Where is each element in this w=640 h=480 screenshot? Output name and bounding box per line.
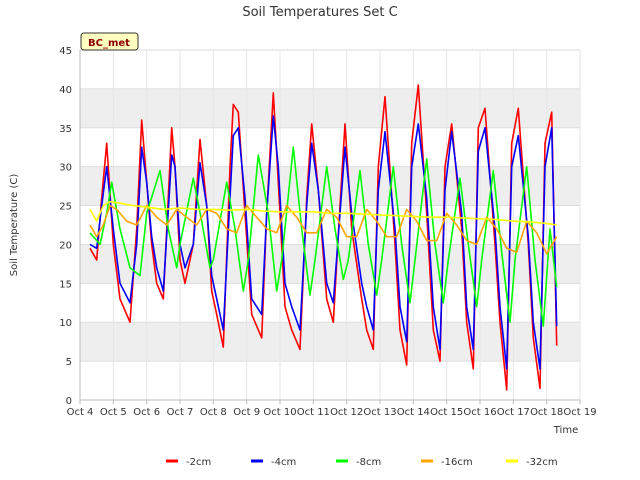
x-tick-label: Oct 5 bbox=[100, 407, 127, 418]
x-tick-label: Oct 14 bbox=[397, 407, 430, 418]
legend-label: -8cm bbox=[356, 457, 381, 468]
legend: -2cm -4cm -8cm -16cm -32cm bbox=[166, 457, 558, 468]
grid-band bbox=[80, 322, 580, 362]
x-tick-label: Oct 4 bbox=[67, 407, 94, 418]
series-line-4cmcm bbox=[89, 115, 558, 370]
station-badge-box bbox=[80, 32, 139, 51]
x-tick-label: Oct 9 bbox=[233, 407, 260, 418]
x-tick-label: Oct 8 bbox=[200, 407, 227, 418]
x-tick-label: Oct 12 bbox=[330, 407, 363, 418]
x-tick-label: Oct 6 bbox=[133, 407, 160, 418]
x-tick-label: Oct 10 bbox=[263, 407, 296, 418]
legend-label: -2cm bbox=[186, 457, 211, 468]
y-tick-label: 10 bbox=[59, 318, 72, 329]
x-axis-label: Time bbox=[553, 425, 578, 436]
chart-title: Soil Temperatures Set C bbox=[242, 5, 397, 20]
grid-band bbox=[80, 88, 580, 128]
legend-label: -32cm bbox=[526, 457, 558, 468]
x-tick-label: Oct 11 bbox=[297, 407, 330, 418]
x-tick-label: Oct 15 bbox=[430, 407, 463, 418]
y-tick-label: 5 bbox=[66, 357, 72, 368]
legend-label: -4cm bbox=[271, 457, 296, 468]
y-tick-label: 20 bbox=[59, 240, 72, 251]
x-tick-label: Oct 7 bbox=[167, 407, 194, 418]
y-tick-label: 35 bbox=[59, 124, 72, 135]
x-tick-label: Oct 16 bbox=[463, 407, 496, 418]
series-line-32cmcm bbox=[89, 200, 557, 226]
y-tick-label: 40 bbox=[59, 85, 72, 96]
x-tick-label: Oct 13 bbox=[363, 407, 396, 418]
x-tick-label: Oct 17 bbox=[497, 407, 530, 418]
series-layer bbox=[89, 84, 558, 391]
plot-background-bands bbox=[80, 50, 580, 400]
y-axis-label: Soil Temperature (C) bbox=[9, 174, 20, 277]
y-tick-label: 30 bbox=[59, 163, 72, 174]
y-tick-label: 0 bbox=[66, 396, 72, 407]
legend-label: -16cm bbox=[441, 457, 473, 468]
y-tick-label: 25 bbox=[59, 202, 72, 213]
series-line-8cmcm bbox=[89, 146, 558, 327]
tick-labels: Oct 4 Oct 5 Oct 6 Oct 7 Oct 8 Oct 9 Oct 10 Oct … bbox=[59, 46, 596, 418]
y-tick-label: 15 bbox=[59, 279, 72, 290]
y-tick-label: 45 bbox=[59, 46, 72, 57]
x-tick-label: Oct 18 bbox=[530, 407, 563, 418]
axes bbox=[79, 50, 580, 401]
x-tick-label: Oct 19 bbox=[563, 407, 596, 418]
station-badge: BC_met bbox=[80, 32, 139, 51]
series-line-16cmcm bbox=[89, 204, 558, 255]
station-badge-label: BC_met bbox=[88, 38, 130, 49]
